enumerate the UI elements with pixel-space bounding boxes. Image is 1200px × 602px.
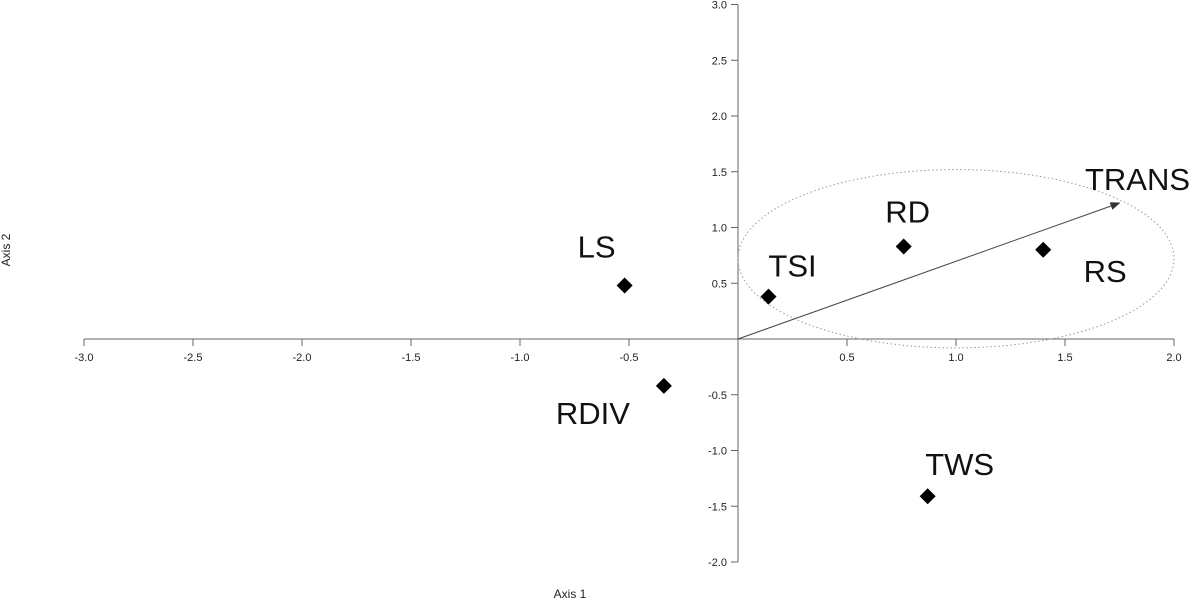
confidence-ellipse-layer	[737, 169, 1175, 349]
x-tick-label: 1.5	[1057, 352, 1072, 364]
y-tick-label: -1.0	[708, 446, 727, 458]
y-tick-label: 1.5	[712, 167, 727, 179]
x-tick-label: 2.0	[1166, 352, 1181, 364]
points-layer: LS TSI RD RS RDIV TWS	[556, 194, 1127, 505]
x-tick-label: -2.0	[293, 352, 312, 364]
point-marker-ls	[616, 277, 633, 294]
x-tick-label: -0.5	[620, 352, 639, 364]
point-label-tsi: TSI	[768, 249, 816, 284]
point-label-rdiv: RDIV	[556, 396, 630, 431]
point-label-ls: LS	[578, 229, 616, 264]
confidence-ellipse	[737, 169, 1175, 349]
y-tick-label: 2.5	[712, 55, 727, 67]
y-tick-label: 1.0	[712, 223, 727, 235]
x-tick-label: -1.0	[511, 352, 530, 364]
x-axis-title: Axis 1	[554, 587, 587, 601]
point-label-rd: RD	[885, 194, 930, 229]
vector-layer: TRANS	[737, 162, 1190, 340]
point-marker-rs	[1035, 241, 1052, 258]
y-tick-label: -1.5	[708, 501, 727, 513]
y-tick-label: 3.0	[712, 0, 727, 12]
point-marker-tws	[919, 488, 936, 505]
y-tick-label: -2.0	[708, 557, 727, 569]
x-tick-label: 0.5	[839, 352, 854, 364]
y-tick-label: -0.5	[708, 390, 727, 402]
x-tick-label: -1.5	[402, 352, 421, 364]
point-marker-rdiv	[655, 377, 672, 394]
axes: -3.0 -2.5 -2.0 -1.5 -1.0 -0.5 0.5 1.0 1.5 2.0 3.0 2…	[75, 0, 1182, 569]
y-axis-title: Axis 2	[0, 233, 13, 266]
vector-label-trans: TRANS	[1085, 162, 1190, 197]
point-label-rs: RS	[1084, 254, 1127, 289]
point-marker-tsi	[760, 288, 777, 305]
x-tick-label: -2.5	[184, 352, 203, 364]
point-marker-rd	[895, 238, 912, 255]
x-tick-label: 1.0	[948, 352, 963, 364]
x-tick-label: -3.0	[75, 352, 94, 364]
point-label-tws: TWS	[925, 447, 994, 482]
trans-vector-arrow	[737, 202, 1121, 340]
y-tick-label: 2.0	[712, 111, 727, 123]
y-tick-label: 0.5	[712, 278, 727, 290]
